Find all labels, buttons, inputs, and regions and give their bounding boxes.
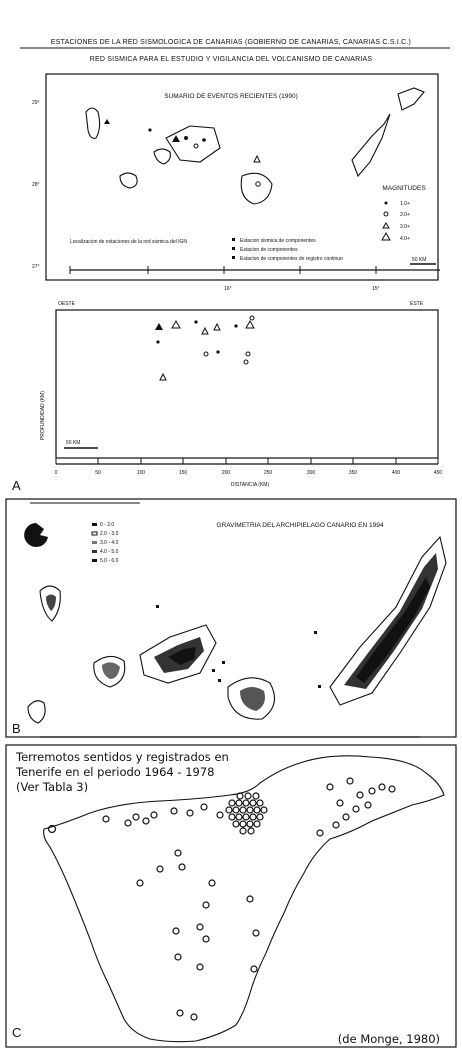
map-epicenters [104,119,261,187]
section-left-label: OESTE [58,301,76,307]
x-tick-9: 450 [434,470,443,476]
panel-a-figure: ESTACIONES DE LA RED SISMOLOGICA DE CANA… [12,39,450,493]
station-legend: Estacion sismica de componentes Estacion… [232,238,343,262]
panel-c-source: (de Monge, 1980) [338,1032,440,1046]
panel-b-label: B [12,721,21,736]
b-legend-item-2: 2.0 - 3.0 [100,531,119,537]
logo-icon [24,523,48,547]
section-frame [55,309,439,459]
x-tick-4: 200 [222,470,231,476]
distance-axis-ticks [55,458,439,464]
x-tick-2: 100 [137,470,146,476]
magnitude-item-2: 2.0+ [400,212,410,218]
panel-c-tenerife-earthquakes: Terremotos sentidos y registrados en Ten… [0,743,462,1051]
section-scale-label: 50 KM [66,440,80,446]
map-title: SUMARIO DE EVENTOS RECIENTES (1990) [164,93,298,100]
b-legend-item-3: 3.0 - 4.0 [100,540,119,546]
lat-tick-1: 29° [32,100,40,106]
island-el-hierro [119,172,138,189]
earthquake-markers [47,777,396,1021]
legend-item-2: Estacion de componentes [240,247,298,253]
lon-tick-1: 16° [224,286,232,292]
magnitude-item-1: 1.0+ [400,201,410,207]
panel-c-title-line2: Tenerife en el periodo 1964 - 1978 [15,765,214,779]
panel-b-islands [27,535,447,724]
x-tick-0: 0 [55,470,58,476]
legend-item-3: Estacion de componentes de registro cont… [240,256,343,262]
x-tick-1: 50 [95,470,101,476]
panel-b-gravimetry: GRAVIMETRIA DEL ARCHIPIELAGO CANARIO EN … [0,497,462,741]
x-tick-5: 250 [264,470,273,476]
depth-axis-label: PROFUNDIDAD (KM) [40,391,46,440]
tenerife-outline [43,755,445,1043]
panel-b-epicenters [156,605,321,688]
island-fuerteventura [351,113,391,178]
panel-b-frame [5,498,457,738]
x-tick-3: 150 [179,470,188,476]
legend-left-text: Localizacion de estaciones de la red sis… [70,239,187,245]
panel-a-seismic-network: ESTACIONES DE LA RED SISMOLOGICA DE CANA… [0,0,462,495]
island-gran-canaria [240,172,273,205]
b-legend-item-1: 0 - 2.0 [100,522,114,528]
map-frame [45,73,439,281]
distance-axis-label: DISTANCIA (KM) [231,482,270,488]
x-tick-8: 400 [392,470,401,476]
panel-b-title: GRAVIMETRIA DEL ARCHIPIELAGO CANARIO EN … [217,522,384,529]
panel-a-header-line1: ESTACIONES DE LA RED SISMOLOGICA DE CANA… [51,39,411,46]
map-scale-label: 50 KM [412,257,426,263]
legend-item-1: Estacion sismica de componentes [240,238,316,244]
section-right-label: ESTE [410,301,424,307]
panel-c-frame [5,744,457,1048]
x-tick-7: 350 [349,470,358,476]
panel-c-title-line1: Terremotos sentidos y registrados en [15,750,229,764]
b-legend-item-5: 5.0 - 6.0 [100,558,119,564]
map-axis-ticks [69,266,377,274]
panel-c-figure: Terremotos sentidos y registrados en Ten… [5,744,457,1048]
section-hypocenters [155,315,255,381]
island-lanzarote [397,87,425,111]
panel-b-figure: GRAVIMETRIA DEL ARCHIPIELAGO CANARIO EN … [5,498,457,738]
panel-c-title-line3: (Ver Tabla 3) [16,780,88,794]
panel-a-header-line2: RED SISMICA PARA EL ESTUDIO Y VIGILANCIA… [90,56,373,63]
magnitudes-legend: 1.0+ 2.0+ 3.0+ 4.0+ [381,201,410,242]
magnitude-item-4: 4.0+ [400,236,410,242]
island-tenerife [165,125,221,163]
island-la-palma [85,107,101,139]
island-la-gomera [153,148,171,165]
magnitudes-title: MAGNITUDES [382,185,426,192]
panel-b-legend: 0 - 2.0 2.0 - 3.0 3.0 - 4.0 4.0 - 5.0 5.… [91,522,119,564]
b-legend-item-4: 4.0 - 5.0 [100,549,119,555]
x-tick-6: 300 [307,470,316,476]
magnitude-item-3: 3.0+ [400,224,410,230]
panel-c-label: C [12,1025,21,1040]
lon-tick-2: 15° [372,286,380,292]
lat-tick-2: 28° [32,182,40,188]
panel-a-label: A [12,478,21,493]
lat-tick-3: 27° [32,264,40,270]
